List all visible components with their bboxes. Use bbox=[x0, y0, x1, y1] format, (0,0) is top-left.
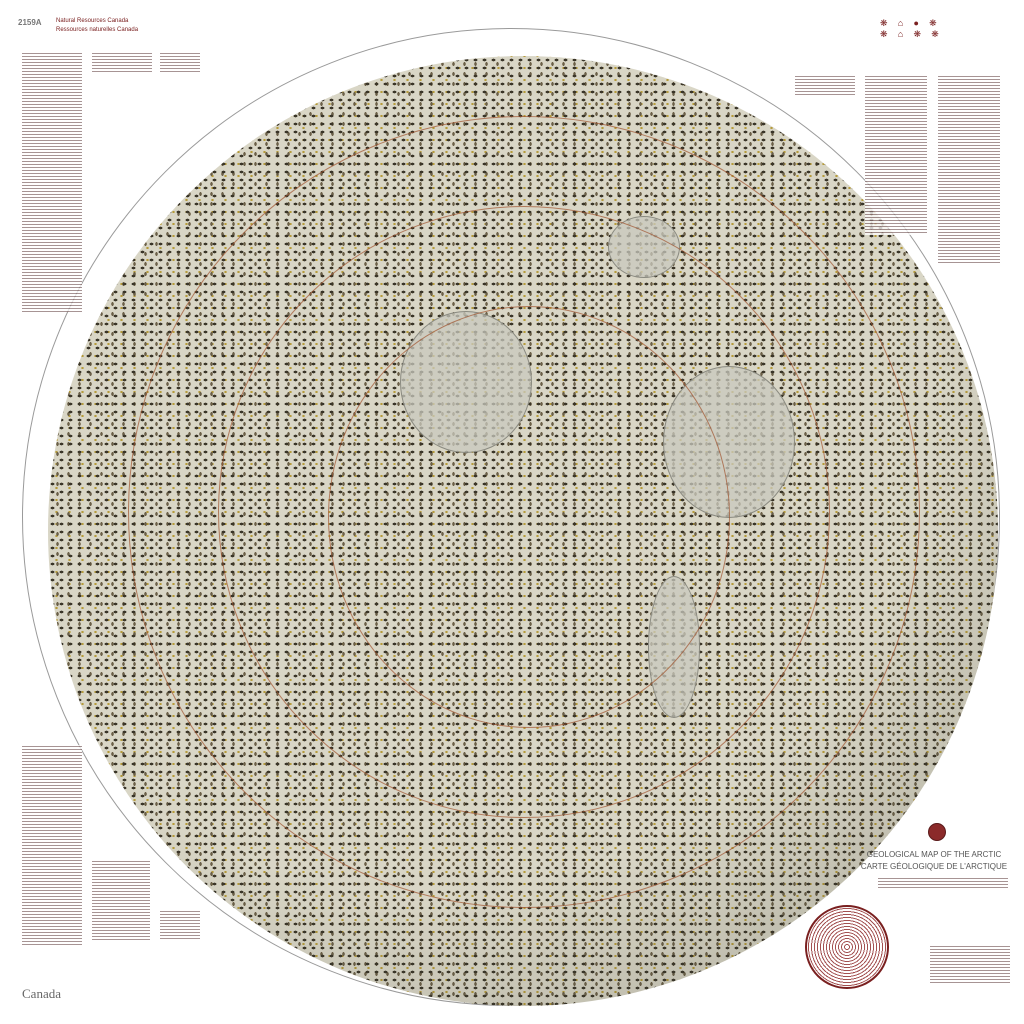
map-contour-line bbox=[218, 206, 830, 818]
map-notes-text-column bbox=[22, 52, 82, 312]
legend-polar-diagram-icon bbox=[805, 905, 889, 989]
department-name-en: Natural Resources Canada bbox=[56, 18, 129, 24]
polar-map-globe[interactable] bbox=[48, 56, 998, 1006]
map-notes-text-column bbox=[795, 75, 855, 95]
map-notes-text-column bbox=[160, 52, 200, 72]
map-number: 2159A bbox=[18, 18, 42, 27]
map-notes-text-column bbox=[938, 75, 1000, 265]
map-credits-text bbox=[878, 877, 1008, 889]
map-notes-text-column bbox=[865, 75, 927, 235]
map-contour-line bbox=[328, 306, 730, 728]
legend-text bbox=[930, 945, 1010, 985]
agency-logos-icon: ❋ ⌂ ● ❋ ❋ ⌂ ❋ ❋ bbox=[880, 18, 943, 39]
map-contour-line bbox=[128, 116, 920, 908]
map-notes-text-column bbox=[92, 860, 150, 940]
seal-icon bbox=[928, 823, 946, 841]
canada-wordmark: Canada bbox=[22, 986, 61, 1001]
map-notes-text-column bbox=[22, 745, 82, 945]
map-title-fr: CARTE GÉOLOGIQUE DE L'ARCTIQUE bbox=[860, 862, 1008, 871]
map-title-en: GEOLOGICAL MAP OF THE ARCTIC bbox=[866, 850, 1002, 859]
map-notes-text-column bbox=[92, 52, 152, 72]
department-name-fr: Ressources naturelles Canada bbox=[56, 27, 139, 33]
map-notes-text-column bbox=[160, 910, 200, 940]
